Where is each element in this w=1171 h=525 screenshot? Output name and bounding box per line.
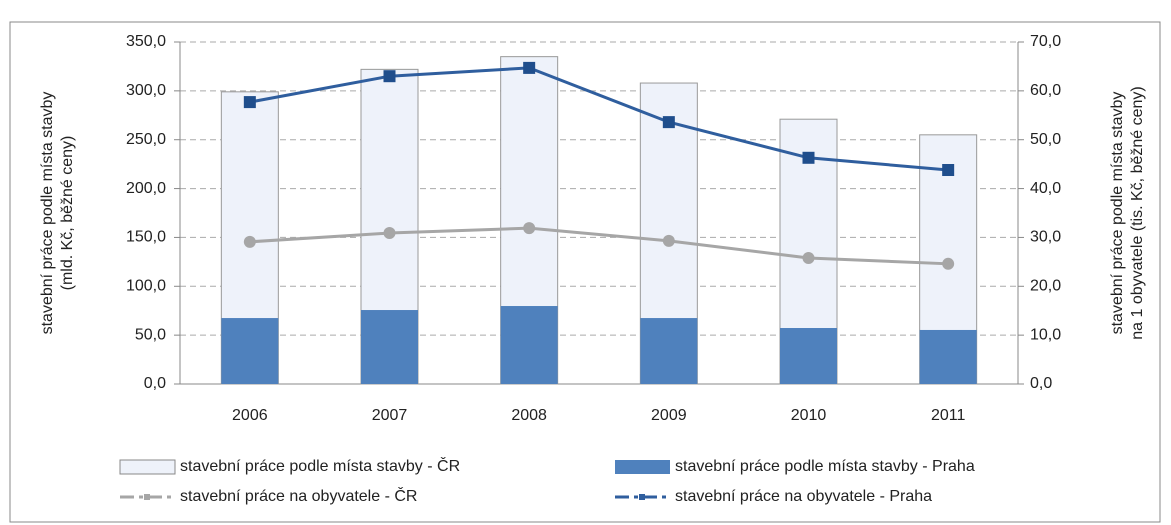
marker xyxy=(523,61,536,74)
legend-swatch xyxy=(615,460,670,474)
legend-label: stavební práce podle místa stavby - ČR xyxy=(180,456,460,475)
legend-label: stavební práce na obyvatele - ČR xyxy=(180,486,417,505)
x-tick-label: 2008 xyxy=(511,407,547,424)
line xyxy=(249,66,949,172)
bar xyxy=(919,329,977,384)
marker xyxy=(662,234,675,247)
x-tick-label: 2007 xyxy=(372,407,408,424)
y2-tick-label: 50,0 xyxy=(1030,131,1061,148)
legend-swatch xyxy=(639,494,645,500)
y-axis-title: (mld. Kč, běžné ceny) xyxy=(59,136,76,291)
marker xyxy=(243,235,256,248)
x-tick-label: 2010 xyxy=(791,407,827,424)
marker xyxy=(942,257,955,270)
legend-label: stavební práce podle místa stavby - Prah… xyxy=(675,458,975,475)
y-tick-label: 100,0 xyxy=(126,278,166,295)
y-tick-label: 200,0 xyxy=(126,180,166,197)
y2-tick-label: 70,0 xyxy=(1030,33,1061,50)
y-tick-label: 0,0 xyxy=(144,375,166,392)
x-tick-label: 2011 xyxy=(931,407,966,424)
marker xyxy=(802,251,815,264)
y-tick-label: 350,0 xyxy=(126,33,166,50)
y-tick-label: 150,0 xyxy=(126,229,166,246)
y2-tick-label: 60,0 xyxy=(1030,82,1061,99)
x-tick-label: 2006 xyxy=(232,407,268,424)
line xyxy=(249,226,949,266)
legend-swatch xyxy=(144,494,150,500)
marker xyxy=(942,164,955,177)
y-axis-title: stavební práce podle místa stavby xyxy=(39,92,56,335)
marker xyxy=(383,227,396,240)
y-tick-label: 300,0 xyxy=(126,82,166,99)
marker xyxy=(802,151,815,164)
x-tick-label: 2009 xyxy=(651,407,687,424)
y-tick-label: 250,0 xyxy=(126,131,166,148)
legend-label: stavební práce na obyvatele - Praha xyxy=(675,488,932,505)
y2-tick-label: 0,0 xyxy=(1030,375,1052,392)
y2-tick-label: 20,0 xyxy=(1030,278,1061,295)
y2-tick-label: 40,0 xyxy=(1030,180,1061,197)
marker xyxy=(383,70,396,83)
y2-axis-title: na 1 obyvatele (tis. Kč, běžné ceny) xyxy=(1129,86,1146,339)
marker xyxy=(243,96,256,109)
y2-axis-title: stavební práce podle místa stavby xyxy=(1109,92,1126,335)
y2-tick-label: 10,0 xyxy=(1030,326,1061,343)
marker xyxy=(662,116,675,129)
legend-swatch xyxy=(119,459,176,475)
y-tick-label: 50,0 xyxy=(135,326,166,343)
bar xyxy=(361,310,418,384)
y2-tick-label: 30,0 xyxy=(1030,229,1061,246)
bar xyxy=(221,318,279,384)
bar xyxy=(780,328,837,384)
bar xyxy=(640,318,698,384)
bar xyxy=(500,306,558,384)
marker xyxy=(523,222,536,235)
chart-frame xyxy=(9,21,1161,523)
